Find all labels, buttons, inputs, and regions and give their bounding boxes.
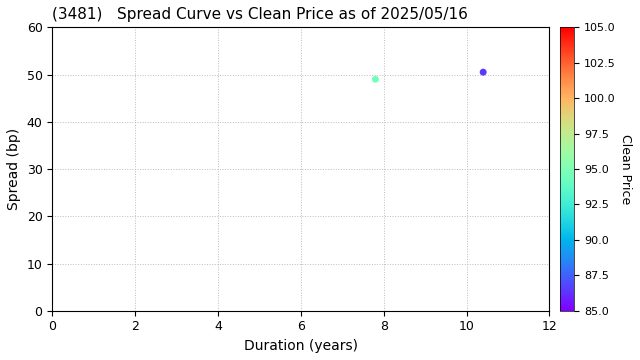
Y-axis label: Spread (bp): Spread (bp) [7, 128, 21, 210]
Y-axis label: Clean Price: Clean Price [620, 134, 632, 204]
X-axis label: Duration (years): Duration (years) [244, 339, 358, 353]
Point [478, 69, 488, 75]
Text: (3481)   Spread Curve vs Clean Price as of 2025/05/16: (3481) Spread Curve vs Clean Price as of… [52, 7, 468, 22]
Point [371, 76, 381, 82]
